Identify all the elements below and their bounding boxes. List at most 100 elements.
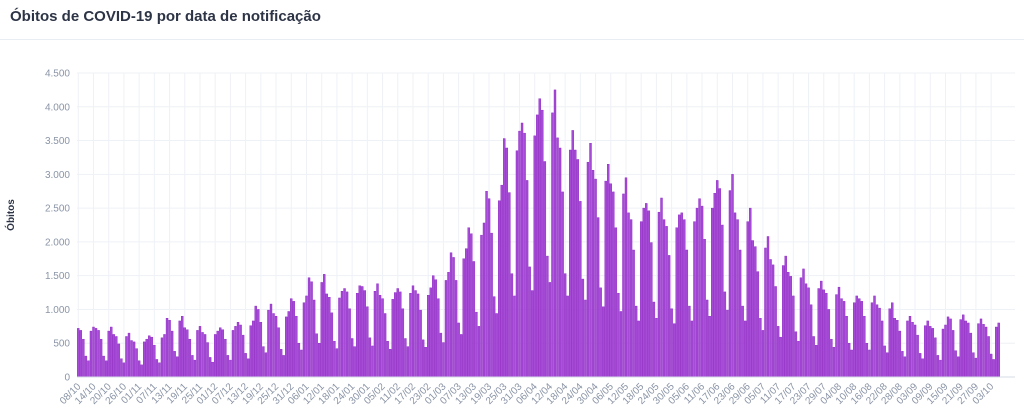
bar[interactable] [908, 316, 912, 378]
bar[interactable] [599, 287, 602, 378]
bar[interactable] [462, 258, 465, 378]
bar[interactable] [913, 324, 917, 378]
bar[interactable] [698, 198, 701, 378]
bar[interactable] [553, 89, 557, 378]
bar[interactable] [137, 360, 141, 378]
bar[interactable] [875, 304, 879, 378]
bar[interactable] [607, 163, 610, 378]
bar[interactable] [196, 330, 199, 378]
bar[interactable] [896, 320, 899, 378]
bar[interactable] [472, 261, 476, 378]
bar[interactable] [842, 301, 846, 378]
bar[interactable] [860, 301, 864, 378]
bar[interactable] [345, 291, 349, 378]
bar[interactable] [246, 358, 250, 378]
bar[interactable] [127, 332, 131, 378]
bar[interactable] [310, 281, 313, 378]
bar[interactable] [358, 285, 361, 378]
bar[interactable] [92, 326, 95, 378]
bar[interactable] [203, 334, 207, 378]
bar[interactable] [797, 340, 800, 378]
bar[interactable] [170, 330, 174, 378]
bar[interactable] [434, 279, 438, 378]
bar[interactable] [414, 290, 417, 378]
bar[interactable] [820, 280, 823, 378]
bar[interactable] [102, 355, 105, 378]
bar[interactable] [949, 318, 952, 378]
bar[interactable] [371, 345, 374, 378]
bar[interactable] [880, 320, 884, 378]
bar[interactable] [749, 207, 752, 378]
bar[interactable] [655, 318, 658, 378]
bar[interactable] [574, 149, 577, 378]
bar[interactable] [361, 286, 364, 378]
bar[interactable] [814, 345, 818, 378]
bar[interactable] [178, 320, 181, 378]
bar[interactable] [718, 188, 722, 378]
bar[interactable] [447, 272, 450, 378]
bar[interactable] [951, 330, 955, 378]
bar[interactable] [891, 302, 894, 378]
bar[interactable] [153, 345, 156, 378]
bar[interactable] [356, 293, 359, 378]
bar[interactable] [330, 312, 334, 378]
bar[interactable] [525, 180, 529, 378]
bar[interactable] [406, 346, 410, 378]
bar[interactable] [956, 356, 960, 378]
bar[interactable] [348, 308, 351, 378]
bar[interactable] [297, 343, 301, 378]
bar[interactable] [492, 296, 496, 378]
bar[interactable] [366, 306, 369, 378]
bar[interactable] [870, 302, 874, 378]
bar[interactable] [743, 320, 747, 378]
bar[interactable] [645, 203, 648, 378]
bar[interactable] [396, 288, 399, 378]
bar[interactable] [503, 138, 506, 378]
bar[interactable] [726, 309, 729, 378]
bar[interactable] [683, 219, 686, 378]
bar[interactable] [817, 288, 820, 378]
bar[interactable] [678, 214, 681, 378]
bar[interactable] [713, 193, 716, 378]
bar[interactable] [287, 311, 290, 378]
bar[interactable] [584, 299, 587, 378]
bar[interactable] [424, 347, 427, 378]
bar[interactable] [452, 257, 455, 378]
bar[interactable] [254, 305, 257, 378]
bar[interactable] [183, 327, 186, 378]
bar[interactable] [104, 360, 108, 378]
bar[interactable] [518, 130, 521, 378]
bar[interactable] [269, 303, 273, 378]
bar[interactable] [837, 286, 841, 378]
bar[interactable] [528, 266, 531, 378]
bar[interactable] [454, 280, 458, 378]
bar[interactable] [883, 345, 886, 378]
bar[interactable] [853, 302, 856, 378]
bar[interactable] [619, 311, 623, 378]
bar[interactable] [622, 193, 625, 378]
bar[interactable] [969, 332, 973, 378]
bar[interactable] [465, 248, 468, 378]
bar[interactable] [868, 349, 871, 378]
bar[interactable] [163, 334, 166, 378]
bar[interactable] [442, 342, 445, 378]
bar[interactable] [845, 316, 848, 378]
bar[interactable] [394, 292, 397, 378]
bar[interactable] [703, 238, 706, 378]
bar[interactable] [391, 299, 394, 378]
bar[interactable] [835, 294, 838, 378]
bar[interactable] [840, 298, 843, 378]
bar[interactable] [188, 338, 192, 378]
bar[interactable] [135, 348, 138, 378]
bar[interactable] [612, 191, 615, 378]
bar[interactable] [130, 340, 133, 378]
bar[interactable] [274, 316, 278, 378]
bar[interactable] [738, 249, 742, 378]
bar[interactable] [650, 242, 653, 378]
bar[interactable] [733, 212, 737, 378]
bar[interactable] [523, 132, 526, 378]
bar[interactable] [751, 240, 754, 378]
bar[interactable] [652, 301, 656, 378]
bar[interactable] [746, 221, 749, 378]
bar[interactable] [432, 275, 435, 378]
